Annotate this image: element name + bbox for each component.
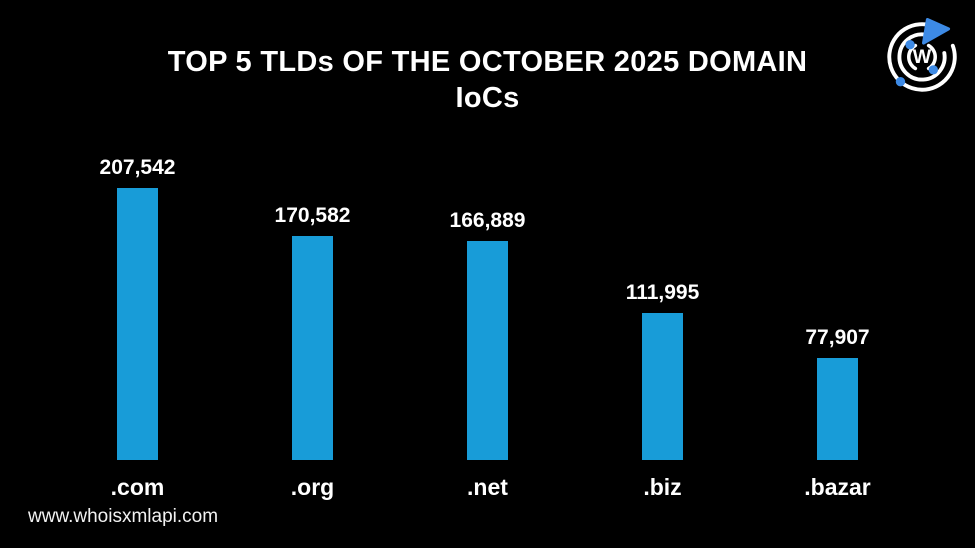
bar-column: 77,907 .bazar	[750, 150, 925, 500]
chart-title: TOP 5 TLDs OF THE OCTOBER 2025 DOMAIN Io…	[0, 44, 975, 116]
whoisxmlapi-logo-icon: W	[887, 18, 957, 92]
logo-middle-ring	[897, 32, 947, 82]
bar-value-label: 170,582	[274, 204, 351, 227]
bar	[292, 236, 333, 460]
chart-title-line2: IoCs	[455, 82, 520, 114]
bar	[817, 358, 858, 460]
bar-value-label: 207,542	[99, 156, 176, 179]
bar-value-label: 77,907	[805, 326, 870, 349]
logo-pointer-triangle	[922, 18, 951, 45]
bar-chart: 207,542 .com 170,582 .org 166,889 .net 111,995…	[50, 150, 925, 500]
bar-category-label: .net	[467, 474, 508, 500]
logo-dot-upper-left	[905, 39, 915, 50]
bar	[642, 313, 683, 460]
bar-value-label: 111,995	[625, 281, 700, 304]
logo-dot-right	[928, 65, 938, 75]
chart-title-line1: TOP 5 TLDs OF THE OCTOBER 2025 DOMAIN	[167, 46, 808, 78]
footer-url: www.whoisxmlapi.com	[28, 506, 219, 527]
logo-letter-w: W	[913, 46, 932, 68]
bar-column: 170,582 .org	[225, 150, 400, 500]
bar-category-label: .org	[290, 474, 335, 500]
logo-dot-lower-left	[895, 77, 906, 87]
bar-category-label: .com	[110, 474, 165, 500]
bar-column: 111,995 .biz	[575, 150, 750, 500]
bar-column: 207,542 .com	[50, 150, 225, 500]
bar-value-label: 166,889	[449, 209, 526, 232]
bar	[117, 188, 158, 460]
bar-column: 166,889 .net	[400, 150, 575, 500]
bar-category-label: .biz	[643, 474, 682, 500]
bar-category-label: .bazar	[804, 474, 871, 500]
bar	[467, 241, 508, 460]
